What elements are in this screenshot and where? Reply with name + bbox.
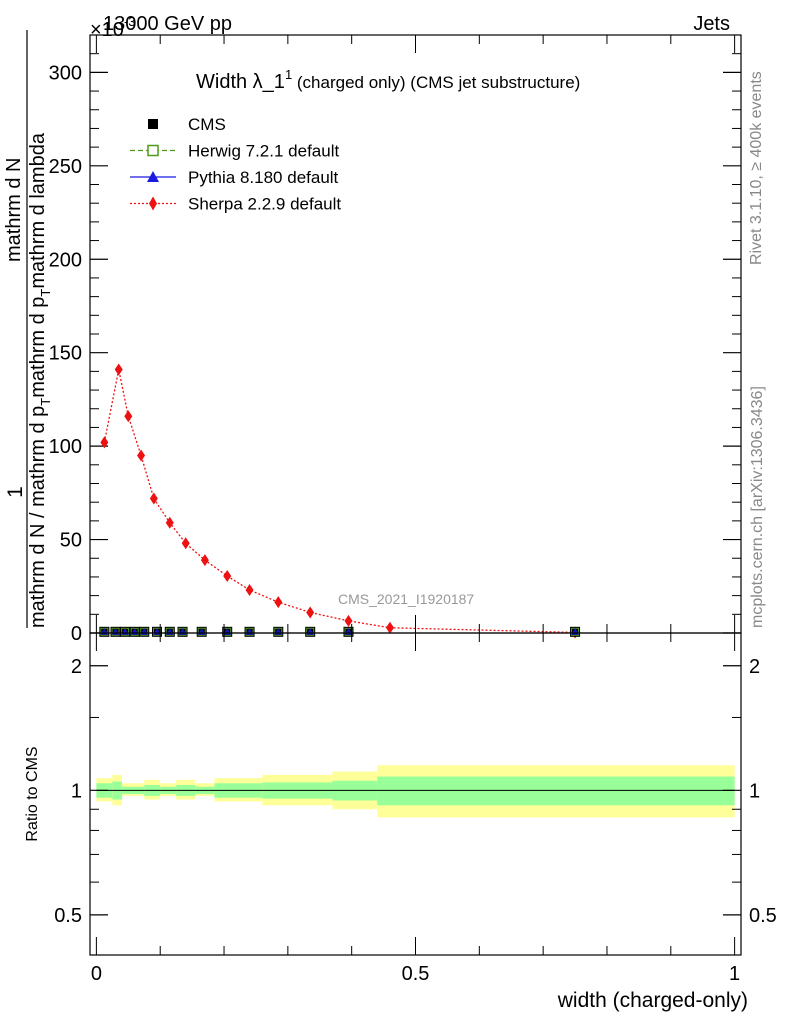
sherpa-point (274, 596, 283, 609)
x-axis: 0 0.5 1 (91, 633, 740, 985)
series-sherpa (100, 363, 580, 639)
main-plot-panel: 0 50 100 150 200 250 300 Width λ_11 (charged o… (49, 34, 742, 645)
ratio-y-tick-label-right: 1 (749, 780, 760, 802)
sherpa-point (385, 621, 394, 634)
ratio-y-tick-label-right: 2 (749, 656, 760, 678)
ylabel-upper: mathrm d N (3, 158, 25, 262)
ratio-y-axis: 0.5 0.5 1 1 2 2 (54, 656, 777, 927)
y-tick-label: 150 (49, 343, 82, 365)
sherpa-point (149, 492, 158, 505)
sherpa-point (137, 449, 146, 462)
ratio-y-tick-label-right: 0.5 (749, 905, 777, 927)
main-y-axis-label: 1 mathrm d N mathrm d N / mathrm d pTmat… (3, 30, 53, 628)
mcplots-label: mcplots.cern.ch [arXiv:1306.3436] (749, 386, 766, 628)
rivet-label: Rivet 3.1.10, ≥ 400k events (748, 71, 765, 265)
ratio-band-inner (377, 776, 735, 806)
sherpa-point (223, 570, 232, 583)
sherpa-point (344, 614, 353, 627)
process-label: Jets (693, 13, 730, 35)
ratio-plot-panel: 0.5 0.51 12 2 0 0.5 1 (54, 35, 777, 985)
sherpa-point (100, 436, 109, 449)
ratio-bands (96, 765, 735, 818)
series-cms (99, 626, 581, 637)
sherpa-point (200, 554, 209, 567)
y-tick-label: 300 (49, 62, 82, 84)
ylabel-lower: mathrm d N / mathrm d pTmathrm d pTmathr… (27, 132, 53, 628)
sherpa-point (306, 606, 315, 619)
exp-label: 13000 GeV pp (103, 13, 232, 35)
ylabel-numerator: 1 (4, 486, 27, 498)
x-tick-label: 1 (729, 963, 740, 985)
legend-marker-herwig (147, 144, 159, 157)
x-tick-label: 0 (91, 963, 102, 985)
sherpa-point (165, 516, 174, 529)
watermark: CMS_2021_I1920187 (338, 591, 474, 607)
legend-label: Sherpa 2.2.9 default (188, 195, 341, 214)
ratio-y-tick-label: 2 (71, 656, 82, 678)
legend: CMS Herwig 7.2.1 default Pythia 8.180 defa… (130, 115, 341, 214)
y-tick-label: 0 (71, 623, 82, 645)
legend-marker-cms (148, 119, 158, 129)
legend-label: CMS (188, 115, 226, 134)
ratio-y-tick-label: 1 (71, 780, 82, 802)
legend-marker-pythia (147, 171, 159, 182)
y-tick-label: 100 (49, 436, 82, 458)
ratio-y-axis-label: Ratio to CMS (24, 746, 41, 841)
main-x-ticks (95, 35, 736, 633)
y-tick-label: 200 (49, 249, 82, 271)
sherpa-point (114, 363, 123, 376)
plot-title: Width λ_11 (charged only) (CMS jet subst… (196, 67, 580, 93)
legend-label: Herwig 7.2.1 default (188, 142, 339, 161)
sherpa-point (124, 410, 133, 423)
y-tick-label: 50 (60, 530, 82, 552)
x-axis-label: width (charged-only) (557, 989, 748, 1012)
sherpa-point (245, 584, 254, 597)
sherpa-point (181, 537, 190, 550)
ratio-y-tick-label: 0.5 (54, 905, 82, 927)
main-y-axis: 0 50 100 150 200 250 300 (49, 53, 741, 645)
y-tick-label: 250 (49, 156, 82, 178)
legend-marker-sherpa (149, 196, 157, 211)
x-tick-label: 0.5 (402, 963, 430, 985)
legend-label: Pythia 8.180 default (188, 168, 339, 187)
